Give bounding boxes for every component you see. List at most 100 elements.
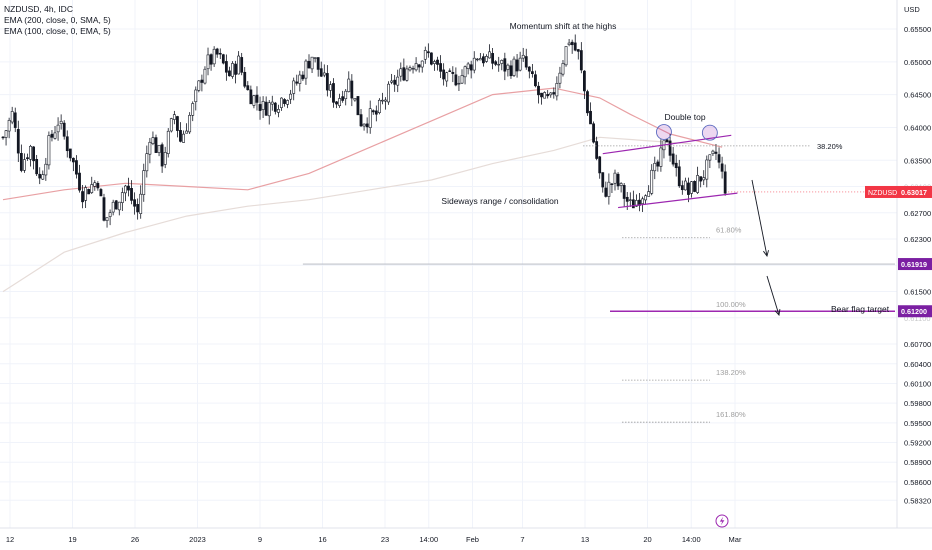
candle: [41, 170, 45, 180]
candle: [518, 51, 522, 72]
candle: [136, 198, 140, 220]
current-price-tag: NZDUSD 0.63017: [865, 185, 932, 198]
candle: [540, 92, 543, 105]
candle: [145, 145, 149, 178]
candle: [482, 53, 485, 67]
candle-body: [292, 80, 296, 94]
candle: [586, 89, 589, 116]
candle-body: [677, 166, 681, 187]
level-tag-61200: 0.61200: [898, 305, 932, 318]
candle: [515, 54, 519, 78]
candle: [62, 120, 66, 140]
level-tag-61919-bg: [898, 258, 932, 271]
candle: [433, 59, 436, 71]
x-tick-label: Feb: [466, 535, 479, 544]
candle: [362, 123, 366, 131]
candle-body: [307, 60, 311, 69]
candle-body: [426, 51, 430, 54]
candle: [96, 181, 100, 191]
candle-body: [475, 58, 479, 61]
y-tick-label: 0.65000: [904, 58, 931, 67]
candle: [524, 48, 528, 70]
y-tick-label: 0.60700: [904, 340, 931, 349]
candle: [601, 172, 605, 193]
candle: [414, 57, 418, 72]
time-axis[interactable]: 12 19 26 2023 9 16 23 14:00 Feb 7 13 20 14:00 Mar: [6, 535, 742, 544]
candle-body: [402, 67, 406, 81]
candle-body: [671, 153, 675, 165]
candle-body: [16, 129, 20, 154]
candle-body: [93, 182, 97, 187]
candle: [255, 86, 259, 111]
candle-body: [665, 139, 669, 143]
x-tick-label: 14:00: [682, 535, 701, 544]
legend-ema200: EMA (200, close, 0, SMA, 5): [4, 15, 111, 25]
candle: [16, 120, 20, 163]
candle-body: [96, 182, 100, 189]
candle: [301, 71, 305, 81]
candle: [65, 130, 69, 158]
candle-body: [206, 54, 210, 70]
candle-body: [188, 114, 192, 133]
candle-body: [298, 74, 302, 84]
candle-body: [515, 59, 519, 72]
candle: [344, 89, 348, 106]
candle-body: [228, 70, 231, 77]
candle: [659, 139, 663, 172]
candle: [647, 185, 651, 197]
candle: [142, 163, 146, 202]
candle: [276, 104, 280, 118]
candle-body: [616, 173, 620, 187]
candle: [426, 43, 430, 58]
arrow-head: [774, 309, 781, 316]
candle: [680, 180, 684, 195]
candle: [99, 187, 103, 197]
candle-body: [696, 175, 700, 193]
candle-body: [408, 67, 412, 71]
candle-body: [552, 92, 556, 95]
candle-body: [488, 51, 491, 59]
candle: [472, 51, 476, 74]
candle: [114, 199, 118, 210]
candle-body: [203, 68, 207, 84]
candle-body: [350, 80, 354, 99]
candle: [197, 80, 201, 93]
price-axis[interactable]: USD 0.65500 0.65000 0.64500 0.64000 0.63500 0…: [865, 5, 932, 505]
candle-body: [335, 101, 338, 105]
candle: [466, 62, 470, 75]
candle-body: [322, 72, 326, 76]
candle: [625, 191, 629, 210]
candle-body: [105, 217, 109, 221]
candle: [592, 121, 595, 144]
candle-body: [136, 204, 140, 213]
candle-body: [705, 159, 709, 180]
candle-body: [130, 187, 133, 201]
candle: [668, 133, 672, 162]
candle-body: [148, 141, 152, 155]
fib-label: 100.00%: [716, 300, 746, 309]
candle-body: [622, 185, 626, 199]
candle: [90, 176, 94, 194]
candle: [191, 101, 195, 122]
candle: [717, 147, 721, 169]
candle-body: [280, 97, 283, 108]
y-tick-label: 0.60100: [904, 379, 931, 388]
chart-legend: NZDUSD, 4h, IDC EMA (200, close, 0, SMA,…: [4, 4, 111, 37]
candle: [714, 143, 718, 161]
candle-body: [120, 192, 124, 203]
lightning-icon[interactable]: [715, 514, 729, 528]
candle-body: [460, 75, 464, 84]
candle: [653, 156, 657, 180]
candle: [359, 108, 363, 128]
candle: [7, 117, 11, 139]
candle-body: [99, 189, 103, 197]
candle-body: [433, 61, 436, 64]
candle: [234, 60, 237, 84]
candle: [264, 96, 268, 116]
candle-body: [411, 67, 415, 70]
candle: [478, 53, 482, 61]
candle-body: [169, 118, 173, 132]
candle-body: [62, 122, 66, 137]
x-tick-label: 2023: [189, 535, 206, 544]
